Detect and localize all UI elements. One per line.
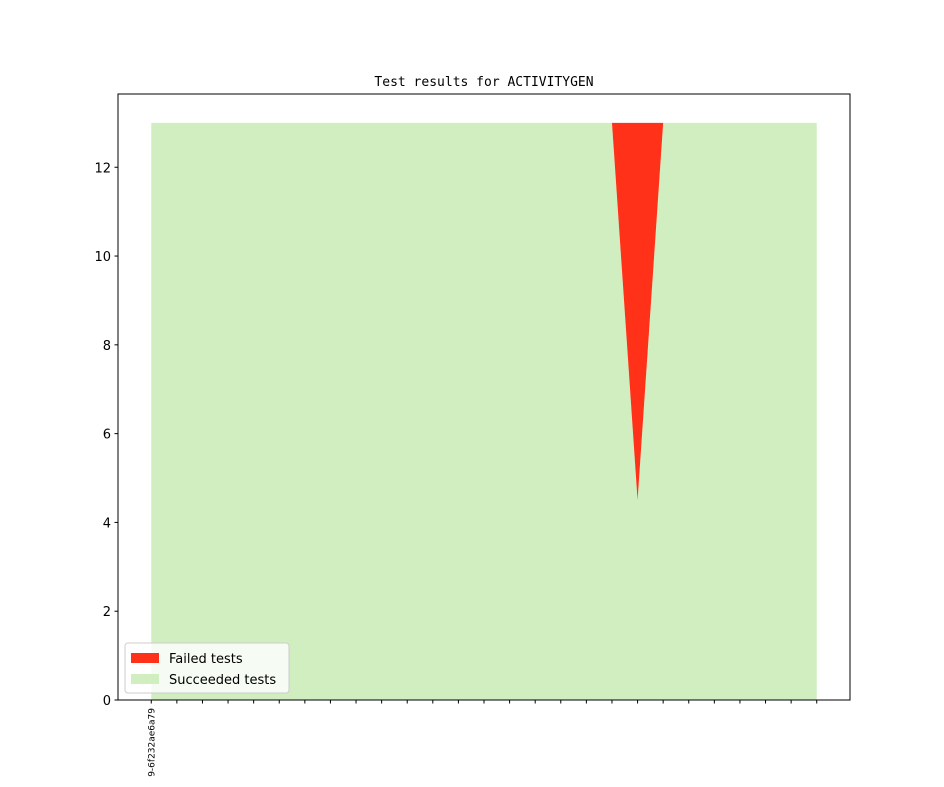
legend: Failed tests Succeeded tests <box>124 642 290 694</box>
y-tick-label: 4 <box>103 516 111 531</box>
legend-label: Failed tests <box>169 652 243 667</box>
area <box>151 122 817 501</box>
legend-swatch <box>131 653 159 663</box>
legend-swatch <box>131 674 159 684</box>
x-tick-label: 9-6f232ae6a79 <box>147 708 157 777</box>
y-tick-label: 10 <box>94 250 111 265</box>
legend-label: Succeeded tests <box>169 673 276 688</box>
y-tick-label: 2 <box>103 605 111 620</box>
y-tick-label: 6 <box>103 428 111 443</box>
y-tick-label: 12 <box>94 161 111 176</box>
chart-title: Test results for ACTIVITYGEN <box>374 75 593 90</box>
legend-box <box>124 642 290 694</box>
y-tick-label: 8 <box>103 339 111 354</box>
area <box>151 122 817 701</box>
y-tick-label: 0 <box>103 694 111 709</box>
